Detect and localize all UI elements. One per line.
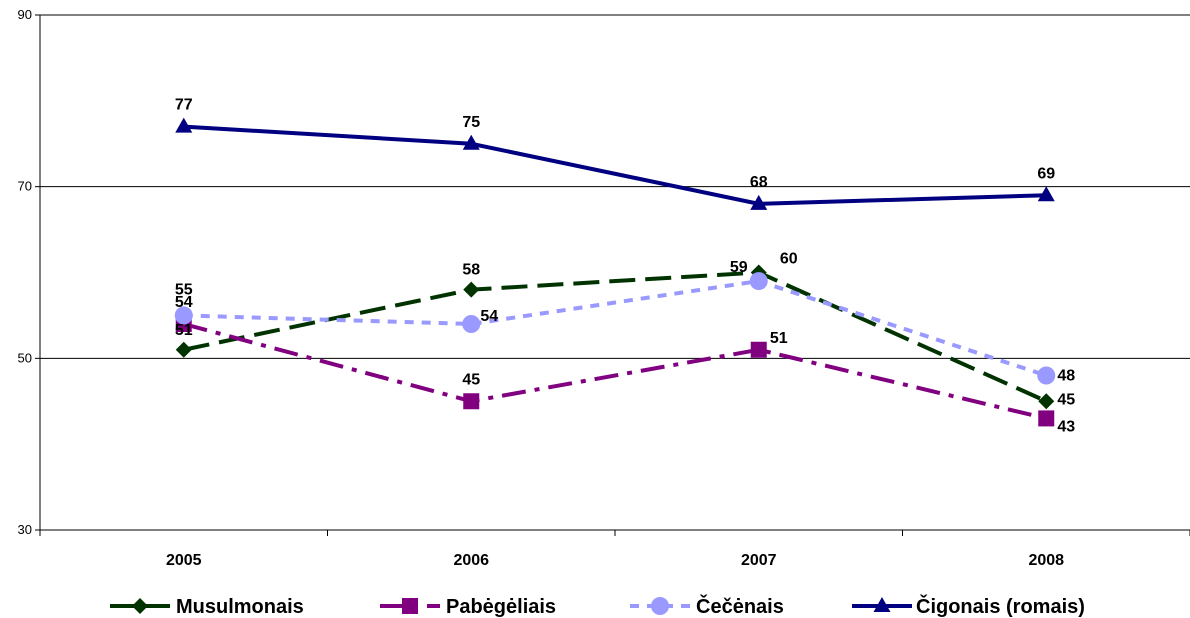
- y-axis-ticks: 30 50 70 90: [18, 7, 40, 537]
- axes: [39, 15, 1190, 531]
- legend-label: Čečėnais: [696, 594, 784, 618]
- y-tick-label: 90: [18, 7, 32, 22]
- data-label: 45: [1057, 391, 1075, 408]
- data-label: 45: [462, 371, 480, 388]
- gridlines: [40, 14, 1190, 359]
- series-line: [183, 270, 1048, 404]
- data-label: 59: [730, 259, 748, 276]
- y-tick-label: 30: [18, 522, 32, 537]
- x-axis-ticks: 2005 2006 2007 2008: [39, 530, 1190, 569]
- data-label: 51: [175, 322, 193, 339]
- data-point-marker: [462, 134, 480, 150]
- data-point-marker: [463, 393, 480, 410]
- data-point-marker: [462, 315, 481, 333]
- data-label: 58: [462, 262, 480, 279]
- data-label: 43: [1057, 418, 1075, 435]
- data-point-marker: [1038, 410, 1055, 427]
- data-point-marker: [1038, 393, 1055, 410]
- y-tick-label: 70: [18, 179, 32, 194]
- legend-label: Pabėgėliais: [446, 596, 556, 618]
- x-tick-label: 2008: [1028, 552, 1064, 569]
- legend-label: Čigonais (romais): [916, 594, 1085, 618]
- data-label: 51: [770, 330, 788, 347]
- y-tick-label: 50: [18, 350, 32, 365]
- legend-marker: [132, 598, 148, 614]
- legend-item: Čečėnais: [630, 594, 784, 618]
- x-tick-label: 2007: [741, 552, 777, 569]
- legend-item: Pabėgėliais: [380, 596, 556, 618]
- data-point-marker: [750, 341, 767, 358]
- data-label: 55: [175, 281, 193, 298]
- series-pab-g-liais: [175, 316, 1055, 427]
- legend-marker: [651, 597, 669, 615]
- series-line: [183, 322, 1047, 421]
- legend-label: Musulmonais: [176, 596, 304, 618]
- data-label: 54: [480, 308, 498, 325]
- data-label: 68: [750, 174, 768, 191]
- legend-item: Musulmonais: [110, 596, 304, 618]
- data-point-marker: [1037, 366, 1056, 385]
- data-label: 60: [780, 251, 798, 268]
- data-label: 69: [1037, 165, 1055, 182]
- legend-marker: [402, 598, 418, 614]
- series-line: [183, 124, 1047, 206]
- data-point-marker: [1037, 186, 1055, 202]
- data-point-marker: [749, 272, 768, 291]
- data-point-marker: [750, 194, 768, 210]
- legend-item: Čigonais (romais): [852, 594, 1085, 618]
- data-label: 48: [1057, 368, 1075, 385]
- data-label: 54: [175, 294, 193, 311]
- legend-marker: [873, 597, 891, 612]
- data-point-marker: [174, 306, 193, 325]
- data-label: 75: [462, 114, 480, 131]
- data-point-marker: [175, 117, 193, 133]
- data-label: 77: [175, 97, 193, 114]
- series-lines: [174, 117, 1056, 427]
- data-point-marker: [175, 341, 192, 358]
- data-point-marker: [463, 281, 480, 298]
- legend: Musulmonais Pabėgėliais Čečėnais Čigonais (…: [110, 594, 1085, 618]
- x-tick-label: 2005: [166, 552, 202, 569]
- x-tick-label: 2006: [453, 552, 489, 569]
- series--igonais-romais-: [175, 117, 1055, 210]
- series-line: [183, 279, 1047, 378]
- series--e-nais: [174, 272, 1056, 385]
